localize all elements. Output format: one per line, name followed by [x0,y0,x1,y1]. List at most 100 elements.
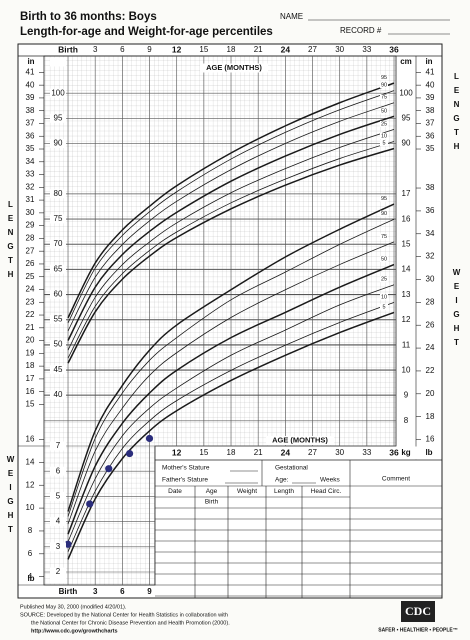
measurement-point [86,500,94,508]
y-tick-label: 39 [26,93,35,102]
column-header: Date [168,488,182,495]
unit-label: in [425,57,432,66]
y-tick-label: 38 [426,106,435,115]
x-axis-title: AGE (MONTHS) [206,63,262,72]
y-tick-label: 33 [26,170,35,179]
tagline: SAFER • HEALTHIER • PEOPLE™ [378,627,458,633]
label-bg [50,138,66,148]
y-tick-label: 6 [56,466,61,475]
y-tick-label: 41 [426,67,435,76]
gestational-label: Gestational [275,465,308,472]
x-tick-label: 27 [308,45,317,54]
y-tick-label: 36 [426,131,435,140]
y-tick-label: 41 [26,67,35,76]
y-tick-label: 26 [426,320,435,329]
percentile-curve [67,115,395,341]
y-tick-label: 14 [402,265,411,274]
curve-label-bg [380,276,388,283]
y-tick-label: 8 [28,526,33,535]
y-tick-label: 6 [28,549,33,558]
y-tick-label: 32 [26,182,35,191]
label-bg [50,289,66,299]
x-tick-label: 24 [281,447,291,457]
curve-label: 90 [381,83,387,89]
curve-label: 25 [381,121,387,127]
y-tick-label: 16 [26,435,35,444]
inner-axis-band [155,446,442,460]
curve-label: 50 [381,108,387,114]
y-tick-label: 22 [426,366,435,375]
label-bg [50,340,66,350]
y-tick-label: 32 [426,252,435,261]
curve-label-bg [380,82,388,89]
y-tick-label: 24 [26,285,35,294]
y-tick-label: 12 [26,480,35,489]
y-tick-label: 20 [26,336,35,345]
y-tick-label: 28 [426,297,435,306]
curve-label-bg [380,256,388,263]
y-tick-label: 25 [26,272,35,281]
percentile-curve [67,141,395,359]
y-tick-label: 38 [26,106,35,115]
curve-label: 10 [381,133,387,139]
unit-label: lb [27,574,34,583]
percentile-curve [67,218,395,517]
curve-label: 75 [381,95,387,101]
curve-label-bg [380,303,388,310]
y-tick-label: 11 [402,340,411,349]
curve-label-bg [380,120,388,127]
percentile-curve [67,90,395,324]
y-tick-label: 28 [26,234,35,243]
y-tick-label: 3 [56,542,61,551]
measurement-point [105,465,113,473]
comment-label: Comment [382,476,410,483]
y-tick-label: 10 [26,503,35,512]
curve-label: 5 [382,140,385,146]
x-tick-label: 27 [308,448,317,457]
percentile-curve [67,241,395,525]
y-tick-label: 45 [54,365,63,374]
y-tick-label: 55 [54,315,63,324]
percentile-curve [67,82,395,319]
first-age: Birth [205,499,219,506]
label-bg [50,567,66,577]
y-tick-label: 21 [26,323,35,332]
y-tick-label: 65 [54,264,63,273]
y-tick-label: 90 [54,139,63,148]
y-tick-label: 24 [426,343,435,352]
unit-label: kg [401,448,410,457]
y-tick-label: 30 [426,275,435,284]
curve-label-bg [380,210,388,217]
percentile-curve [67,301,395,553]
x-tick-label: 12 [172,447,182,457]
weight-label-right: WEIGHT [452,268,461,352]
y-tick-label: 39 [426,93,435,102]
label-bg [50,189,66,199]
y-tick-label: 34 [26,157,35,166]
y-tick-label: 26 [26,259,35,268]
x-tick-label: 21 [254,45,263,54]
y-tick-label: 37 [426,119,435,128]
record-table [155,460,442,598]
y-tick-label: 5 [56,492,61,501]
percentile-curve [67,284,395,542]
length-label-left: LENGTH [6,200,15,284]
y-tick-label: 18 [26,361,35,370]
y-tick-label: 29 [26,221,35,230]
y-tick-label: 38 [426,183,435,192]
x-tick-label: 36 [389,44,399,54]
measurement-point [145,434,154,443]
percentile-curve [67,203,395,512]
curve-label: 25 [381,277,387,283]
record-label: RECORD # [340,26,382,35]
x-tick-label: 3 [93,45,98,54]
x-tick-label: 33 [362,448,371,457]
measurement-point [125,449,134,458]
column-header: Age [206,488,218,495]
column-header: Head Circ. [311,488,342,495]
y-tick-label: 50 [54,340,63,349]
column-header: Length [274,488,294,495]
label-bg [50,491,66,501]
y-tick-label: 34 [426,229,435,238]
